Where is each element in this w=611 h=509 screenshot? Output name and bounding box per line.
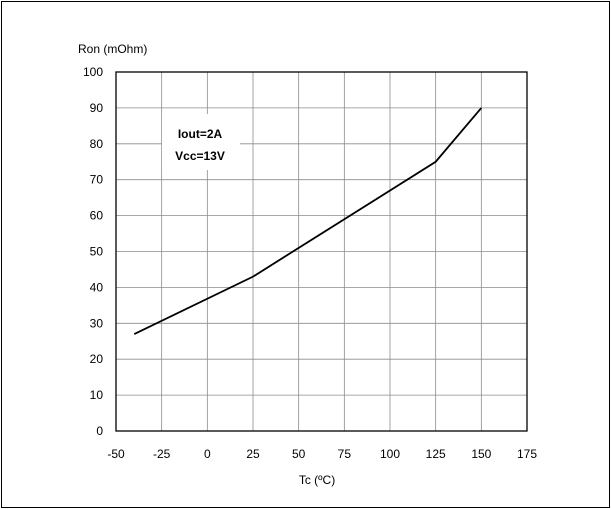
y-tick-label: 20 — [90, 352, 104, 366]
y-tick-label: 80 — [90, 137, 104, 151]
y-tick-label: 0 — [96, 424, 103, 438]
x-tick-label: -50 — [107, 447, 125, 461]
y-tick-label: 30 — [90, 316, 104, 330]
x-tick-label: 175 — [517, 447, 537, 461]
annotation-box — [162, 114, 240, 170]
x-axis-label: Tc (ºC) — [299, 473, 335, 487]
y-axis-label: Ron (mOhm) — [78, 42, 147, 56]
annotation-line-2: Vcc=13V — [175, 149, 225, 163]
x-tick-label: 100 — [380, 447, 400, 461]
series-line — [133, 107, 483, 335]
x-tick-label: 150 — [471, 447, 491, 461]
x-tick-label: 0 — [204, 447, 211, 461]
x-tick-label: 50 — [292, 447, 306, 461]
y-tick-labels: 0 10 20 30 40 50 60 70 80 90 100 — [83, 65, 103, 438]
y-tick-label: 40 — [90, 280, 104, 294]
x-tick-label: 75 — [338, 447, 352, 461]
annotation-line-1: Iout=2A — [178, 127, 223, 141]
y-tick-label: 60 — [90, 209, 104, 223]
x-tick-label: 125 — [426, 447, 446, 461]
x-tick-labels: -50 -25 0 25 50 75 100 125 150 175 — [107, 447, 537, 461]
y-tick-label: 70 — [90, 173, 104, 187]
y-tick-label: 50 — [90, 245, 104, 259]
x-tick-label: 25 — [246, 447, 260, 461]
x-tick-label: -25 — [153, 447, 171, 461]
y-tick-label: 10 — [90, 388, 104, 402]
y-tick-label: 100 — [83, 65, 103, 79]
y-tick-label: 90 — [90, 101, 104, 115]
plot-area-border — [115, 71, 528, 432]
series-lines — [133, 107, 483, 335]
